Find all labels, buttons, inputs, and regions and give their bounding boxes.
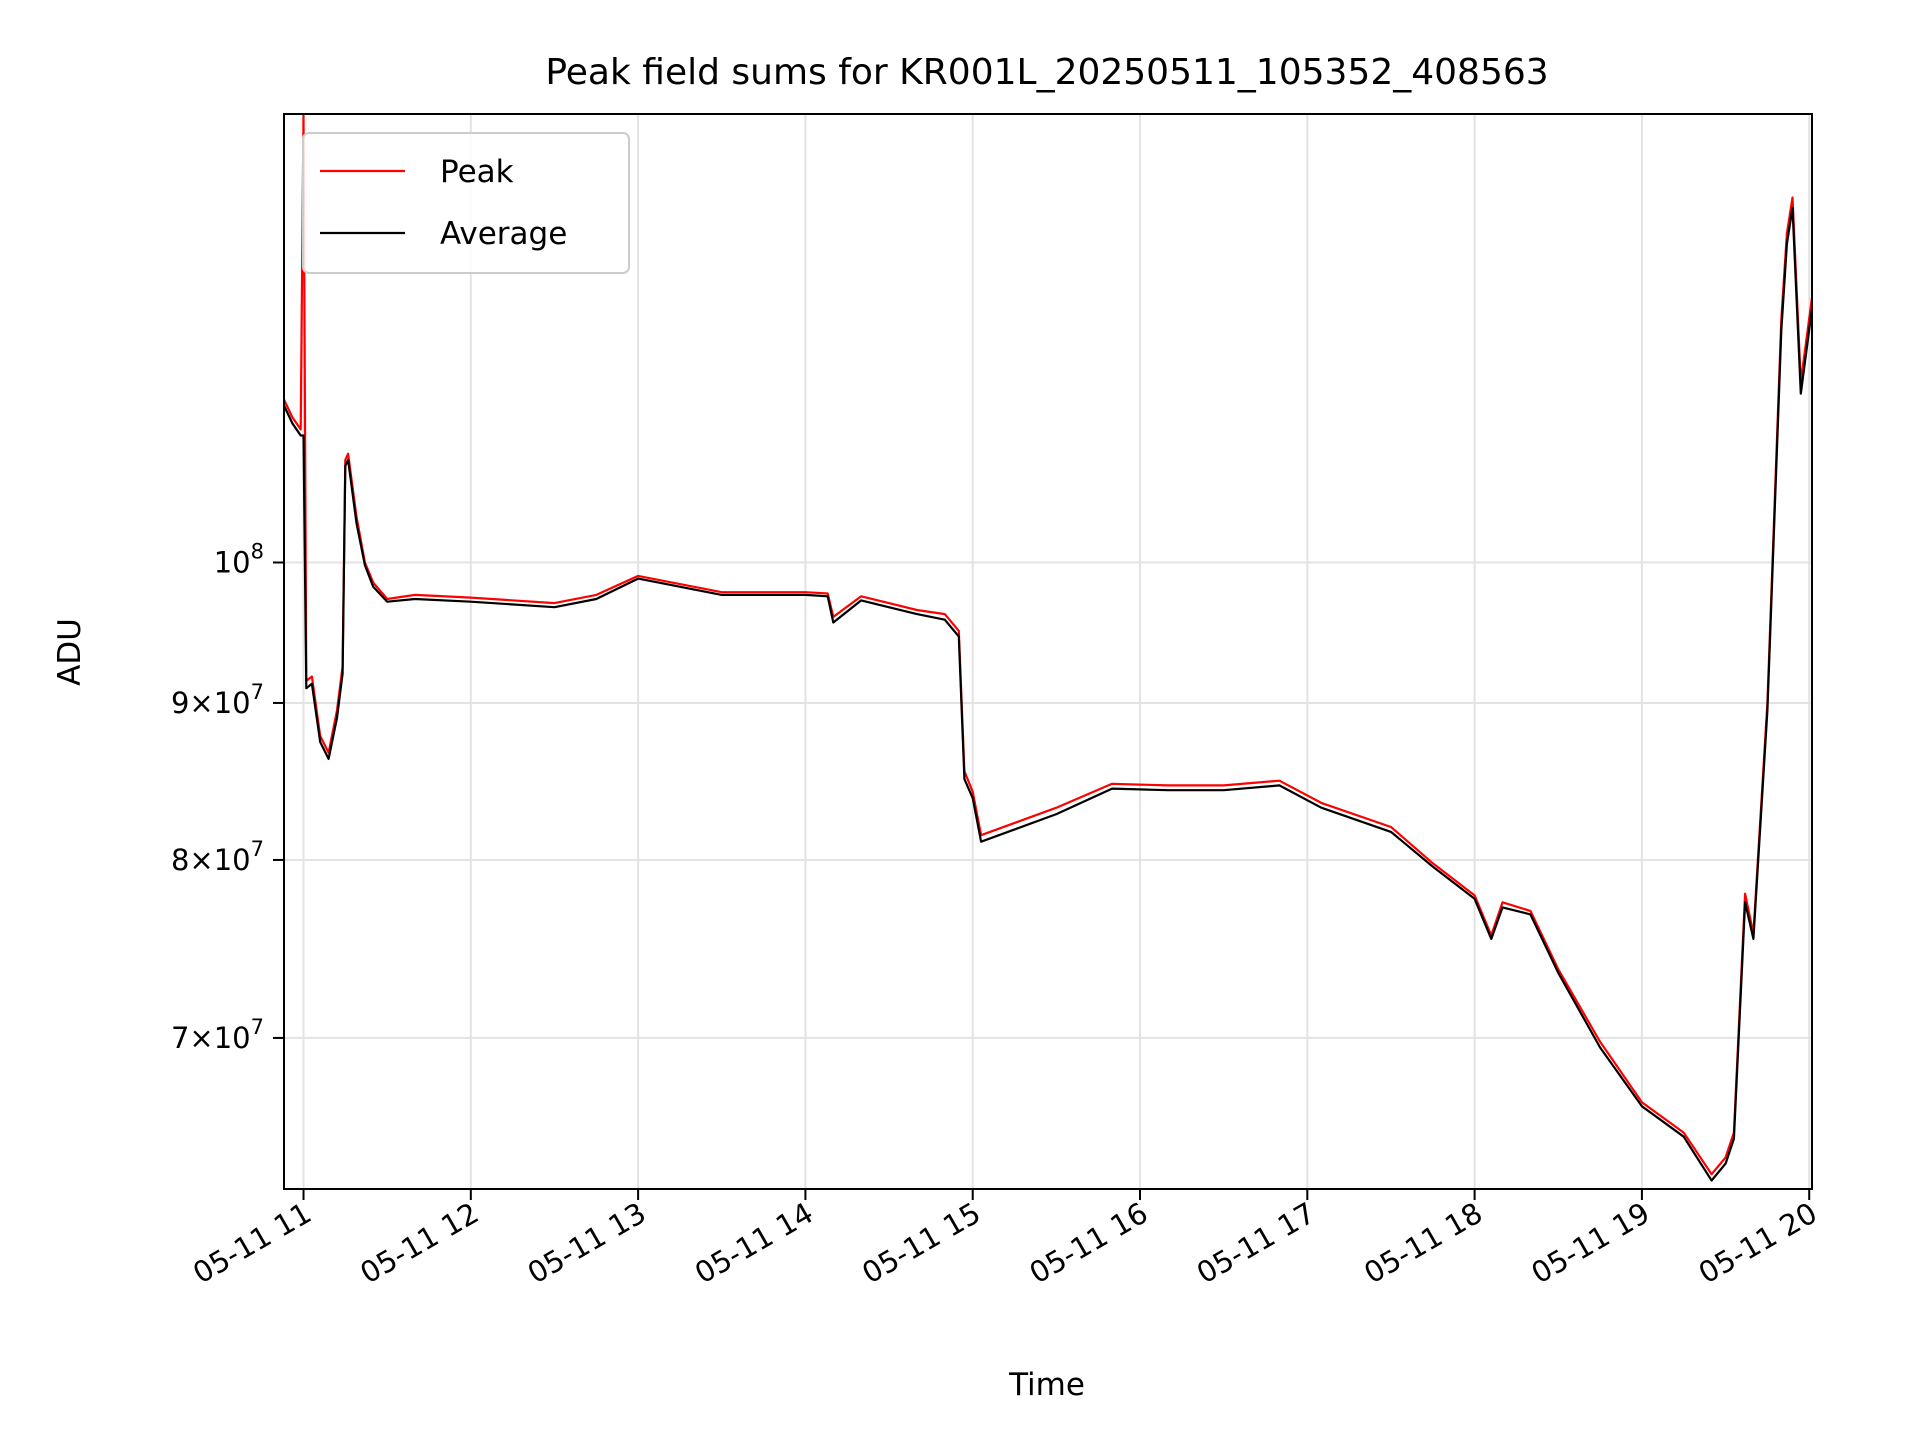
y-tick-label: 8×107 — [171, 837, 264, 877]
grid — [284, 114, 1812, 1189]
plot-series — [283, 112, 1814, 1182]
legend-box — [302, 132, 630, 274]
series-line-average — [283, 206, 1814, 1182]
y-tick-label: 7×107 — [171, 1015, 264, 1055]
legend: Peak Average — [302, 132, 630, 274]
legend-label: Average — [440, 216, 567, 252]
y-axis-label: ADU — [52, 618, 88, 686]
chart-title: Peak field sums for KR001L_20250511_1053… — [545, 52, 1548, 93]
x-axis-label: Time — [1008, 1367, 1085, 1403]
legend-label: Peak — [440, 154, 514, 190]
plot-area-frame — [283, 113, 1813, 1190]
y-tick-label: 9×107 — [171, 680, 264, 720]
